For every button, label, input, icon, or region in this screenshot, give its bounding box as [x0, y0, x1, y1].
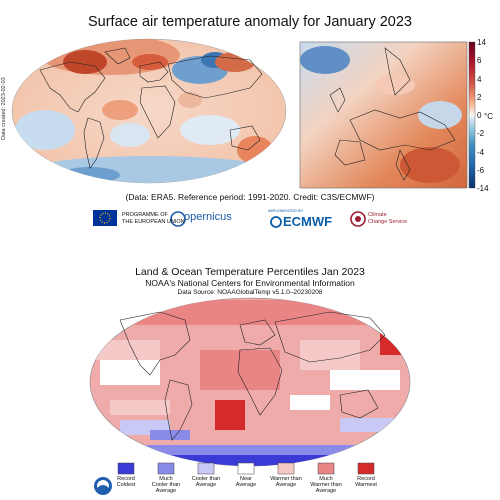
legend-swatch	[157, 462, 175, 475]
colorbar-tick: -2	[477, 129, 485, 139]
legend-swatch	[197, 462, 215, 475]
noaa-percentile-map	[89, 297, 411, 467]
copernicus-text: opernicus	[184, 211, 232, 223]
noaa-logo	[94, 477, 112, 495]
colorbar-bar	[468, 41, 476, 189]
c3s-logo-mark	[350, 211, 366, 227]
colorbar-tick: -14	[477, 184, 489, 193]
legend-swatch	[317, 462, 335, 475]
top-map-credit: (Data: ERA5. Reference period: 1991-2020…	[125, 192, 375, 202]
colorbar-tick: -4	[477, 147, 485, 157]
colorbar-tick: 2	[477, 92, 482, 102]
colorbar-tick: 0	[477, 111, 482, 120]
global-anomaly-map	[11, 38, 287, 184]
ecmwf-logo-mark	[270, 216, 282, 228]
eu-flag-logo	[93, 210, 117, 226]
c3s-text: Climate Change Service	[368, 212, 408, 225]
legend-label: Much Cooler than Average	[151, 476, 181, 494]
percentile-legend	[117, 462, 375, 475]
eu-programme-text: PROGRAMME OF THE EUROPEAN UNION	[122, 212, 185, 225]
colorbar-tick: 6	[477, 56, 482, 66]
legend-label: Cooler than Average	[191, 476, 221, 488]
bottom-map-subtitle: NOAA's National Centers for Environmenta…	[145, 278, 355, 288]
legend-label: Much Warmer than Average	[310, 476, 342, 494]
legend-label: Warmer than Average	[270, 476, 302, 488]
legend-label: Record Warmest	[355, 476, 377, 488]
colorbar	[468, 41, 476, 189]
copernicus-logo	[170, 211, 186, 227]
legend-label: Near Average	[235, 476, 257, 488]
bottom-map-source: Data Source: NOAAGlobalTemp v5.1.0–20230…	[177, 289, 323, 296]
percentile-map-outlines	[119, 311, 386, 441]
colorbar-unit: °C	[484, 112, 493, 121]
legend-swatch	[237, 462, 255, 475]
legend-swatch	[277, 462, 295, 475]
top-map-title: Surface air temperature anomaly for Janu…	[87, 14, 412, 30]
colorbar-tick: 4	[477, 74, 482, 84]
colorbar-tick: -6	[477, 165, 485, 175]
legend-label: Record Coldest	[116, 476, 136, 488]
ecmwf-implemented-text: IMPLEMENTED BY	[268, 208, 304, 213]
bottom-map-title: Land & Ocean Temperature Percentiles Jan…	[135, 266, 365, 278]
europe-inset-map	[299, 41, 468, 189]
legend-swatch	[357, 462, 375, 475]
ecmwf-text: ECMWF	[283, 214, 333, 229]
legend-swatch	[117, 462, 135, 475]
colorbar-tick: 14	[477, 38, 486, 47]
